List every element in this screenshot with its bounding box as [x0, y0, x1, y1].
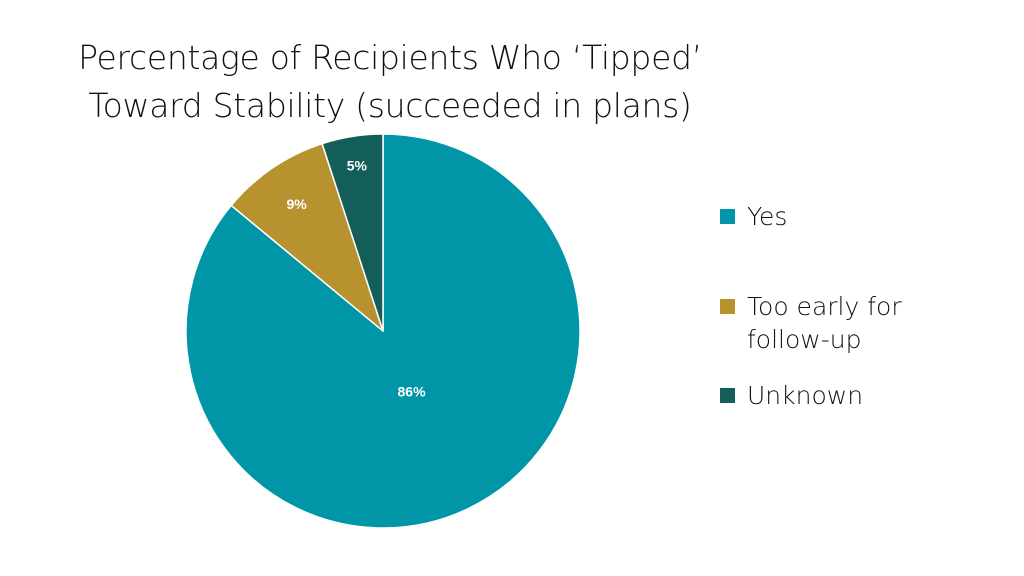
chart-title: Percentage of Recipients Who ‘Tipped’ To…	[60, 34, 720, 130]
chart-title-line-1: Percentage of Recipients Who ‘Tipped’	[78, 38, 702, 77]
legend-label-too-early: Too early for follow-up	[747, 292, 902, 354]
legend-swatch-unknown	[720, 388, 735, 403]
legend-label-yes: Yes	[747, 202, 788, 231]
pie-data-label-too-early-for-follow-up: 9%	[287, 196, 308, 212]
pie-slice-too-early-for-follow-up	[230, 142, 384, 332]
pie-slice-yes	[185, 133, 581, 529]
pie-data-label-yes: 86%	[398, 384, 427, 400]
pie-slice-unknown	[321, 133, 384, 332]
pie-data-label-unknown: 5%	[347, 158, 368, 174]
legend-label-unknown: Unknown	[747, 381, 864, 410]
legend-swatch-too-early	[720, 299, 735, 314]
legend-swatch-yes	[720, 209, 735, 224]
chart-title-line-2: Toward Stability (succeeded in plans)	[88, 86, 692, 125]
